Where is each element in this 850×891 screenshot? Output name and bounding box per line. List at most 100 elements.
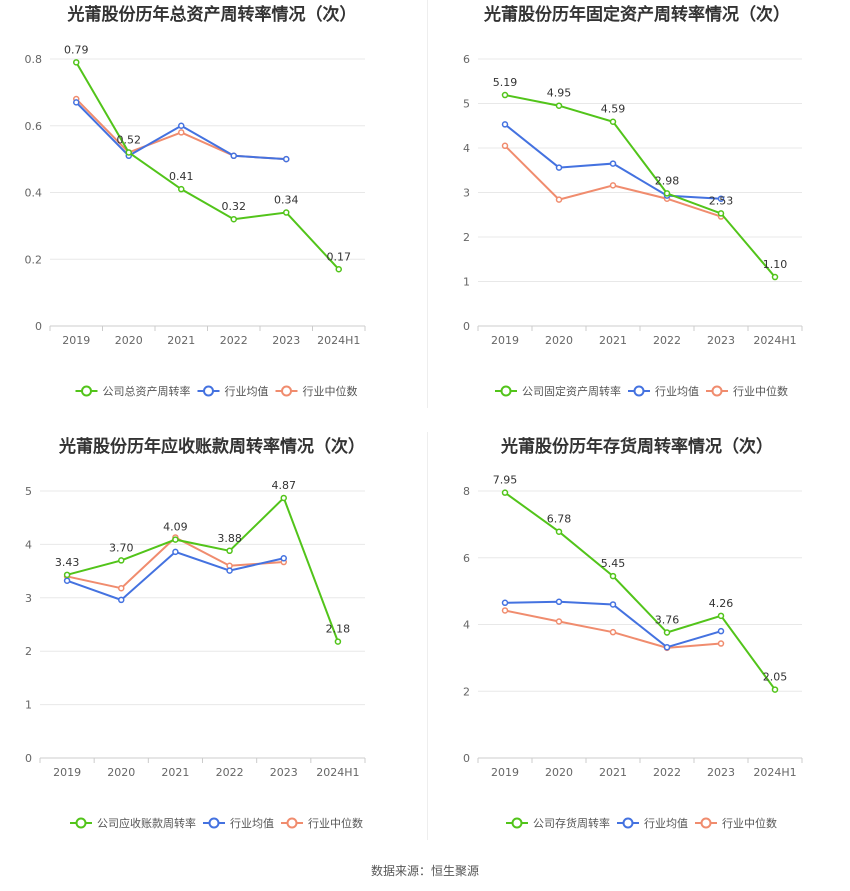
data-point-industry_avg bbox=[280, 555, 287, 562]
data-label: 7.95 bbox=[493, 474, 518, 487]
legend-label: 行业中位数 bbox=[308, 816, 363, 830]
y-tick-label: 0.8 bbox=[25, 53, 43, 66]
y-tick-label: 8 bbox=[463, 485, 470, 498]
legend-label: 行业均值 bbox=[655, 385, 699, 398]
data-label: 4.95 bbox=[547, 87, 572, 100]
y-tick-label: 3 bbox=[25, 592, 32, 605]
data-label: 0.41 bbox=[169, 170, 194, 183]
y-tick-label: 6 bbox=[463, 552, 470, 565]
chart-title: 光莆股份历年固定资产周转率情况（次） bbox=[483, 4, 790, 25]
legend-item: 公司应收账款周转率 bbox=[70, 816, 196, 830]
data-point-industry_avg bbox=[226, 567, 233, 574]
x-tick-label: 2023 bbox=[272, 334, 300, 347]
legend-item: 公司存货周转率 bbox=[506, 816, 610, 830]
legend-label: 行业均值 bbox=[230, 817, 274, 830]
data-point-company bbox=[609, 572, 617, 580]
panel-divider bbox=[427, 432, 428, 840]
y-tick-label: 1 bbox=[463, 276, 470, 289]
y-tick-label: 0 bbox=[463, 752, 470, 765]
data-point-industry_median bbox=[501, 142, 509, 150]
data-label: 5.45 bbox=[601, 557, 626, 570]
data-point-company bbox=[717, 210, 725, 217]
data-point-company bbox=[555, 528, 563, 535]
series-line-industry_median bbox=[75, 98, 287, 161]
chart-svg: 光莆股份历年应收账款周转率情况（次） 0 1 2 3 4 5 2019 2020 2021 2022… bbox=[25, 436, 366, 830]
data-point-industry_avg bbox=[501, 121, 509, 128]
legend-item: 公司固定资产周转率 bbox=[495, 384, 621, 398]
legend-item: 行业均值 bbox=[617, 817, 688, 830]
legend-swatch-marker bbox=[511, 817, 523, 829]
data-label: 0.34 bbox=[274, 194, 299, 207]
legend-label: 行业中位数 bbox=[722, 816, 777, 830]
legend-label: 公司存货周转率 bbox=[533, 816, 610, 830]
x-tick-label: 2023 bbox=[270, 766, 298, 779]
y-tick-label: 0.6 bbox=[25, 120, 43, 133]
series-line-industry_median bbox=[66, 536, 284, 590]
data-point-company bbox=[501, 489, 509, 496]
data-point-industry_median bbox=[609, 182, 617, 189]
series-line-company bbox=[75, 61, 340, 270]
legend-item: 公司总资产周转率 bbox=[75, 384, 191, 398]
y-tick-label: 2 bbox=[463, 231, 470, 244]
y-tick-label: 1 bbox=[25, 699, 32, 712]
data-point-industry_avg bbox=[172, 548, 179, 556]
data-point-company bbox=[73, 59, 80, 66]
data-point-industry_median bbox=[178, 129, 185, 136]
legend-item: 行业中位数 bbox=[275, 384, 358, 398]
legend-item: 行业均值 bbox=[628, 385, 699, 398]
x-tick-label: 2019 bbox=[491, 334, 519, 347]
data-point-company bbox=[230, 215, 237, 223]
legend-swatch-marker bbox=[281, 385, 292, 397]
y-tick-label: 0 bbox=[463, 320, 470, 333]
data-label: 6.78 bbox=[547, 513, 572, 526]
x-tick-label: 2020 bbox=[107, 766, 135, 779]
data-point-company bbox=[771, 686, 779, 693]
y-tick-label: 5 bbox=[25, 485, 32, 498]
series-line-industry_median bbox=[504, 145, 722, 218]
data-point-industry_median bbox=[118, 584, 125, 592]
data-point-company bbox=[717, 612, 725, 620]
x-tick-label: 2020 bbox=[115, 334, 143, 347]
data-point-industry_avg bbox=[73, 99, 80, 106]
data-label: 1.10 bbox=[763, 258, 788, 271]
legend-label: 公司总资产周转率 bbox=[103, 384, 191, 398]
chart-svg: 光莆股份历年总资产周转率情况（次） 0 0.2 0.4 0.6 0.8 2019 2020 20… bbox=[25, 4, 366, 398]
x-tick-label: 2019 bbox=[62, 334, 90, 347]
data-label: 3.70 bbox=[109, 541, 134, 554]
data-point-industry_avg bbox=[663, 643, 671, 651]
x-tick-label: 2019 bbox=[53, 766, 81, 779]
y-tick-label: 4 bbox=[25, 538, 32, 551]
data-label: 3.43 bbox=[55, 556, 80, 569]
data-label: 0.17 bbox=[327, 250, 352, 263]
data-point-company bbox=[609, 118, 617, 125]
series-line-company bbox=[66, 496, 339, 642]
data-label: 0.79 bbox=[64, 43, 89, 56]
panel-divider bbox=[427, 0, 428, 408]
data-point-industry_median bbox=[501, 607, 509, 614]
data-point-company bbox=[334, 638, 342, 645]
y-tick-label: 4 bbox=[463, 142, 470, 155]
data-point-company bbox=[335, 266, 342, 273]
chart-title: 光莆股份历年存货周转率情况（次） bbox=[500, 436, 773, 457]
data-label: 2.18 bbox=[326, 623, 351, 636]
legend-swatch-marker bbox=[208, 817, 220, 829]
data-label: 4.59 bbox=[601, 103, 626, 116]
legend-swatch-marker bbox=[500, 385, 512, 397]
legend-label: 行业中位数 bbox=[303, 384, 358, 398]
legend-swatch-marker bbox=[75, 817, 87, 829]
x-tick-label: 2021 bbox=[167, 334, 195, 347]
legend-label: 行业均值 bbox=[644, 817, 688, 830]
y-tick-label: 0.2 bbox=[25, 253, 43, 266]
x-tick-label: 2021 bbox=[161, 766, 189, 779]
data-label: 2.53 bbox=[709, 194, 734, 207]
chart-title: 光莆股份历年总资产周转率情况（次） bbox=[67, 4, 357, 25]
legend-label: 公司应收账款周转率 bbox=[97, 816, 196, 830]
y-tick-label: 4 bbox=[463, 619, 470, 632]
data-point-industry_avg bbox=[717, 195, 725, 202]
data-point-company bbox=[555, 102, 563, 109]
y-tick-label: 2 bbox=[463, 685, 470, 698]
data-point-industry_avg bbox=[555, 598, 563, 606]
y-tick-label: 6 bbox=[463, 53, 470, 66]
data-point-company bbox=[63, 571, 71, 579]
data-point-company bbox=[283, 209, 290, 216]
